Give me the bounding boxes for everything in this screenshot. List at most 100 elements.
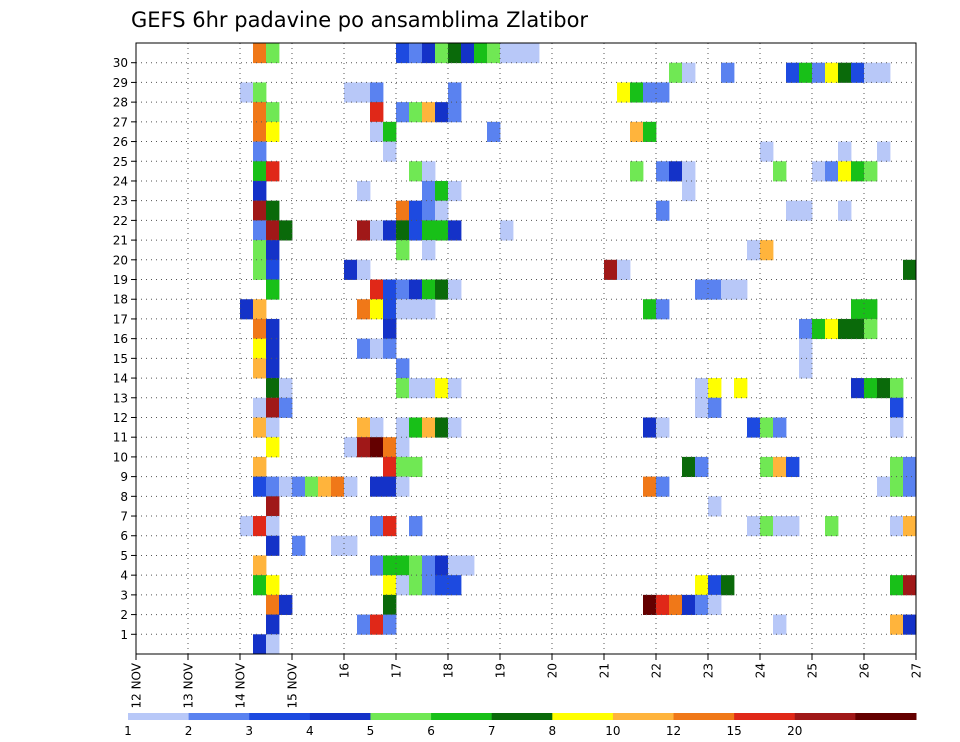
x-tick-label: 14 NOV (234, 662, 248, 708)
heatmap-cell (357, 180, 371, 202)
y-tick-label: 16 (113, 332, 128, 346)
colorbar-swatch (673, 713, 735, 720)
heatmap-cell (812, 62, 826, 83)
y-tick-label: 11 (113, 431, 128, 445)
heatmap-cell (734, 378, 748, 399)
grid-lines (136, 43, 916, 654)
heatmap-cell (448, 417, 462, 438)
heatmap-cell (812, 318, 826, 340)
heatmap-cell (279, 378, 293, 399)
heatmap-cell (695, 397, 709, 418)
x-tick-label: 26 (858, 663, 872, 678)
y-tick-label: 13 (113, 391, 128, 405)
heatmap-cell (435, 200, 449, 221)
heatmap-cell (487, 121, 501, 142)
heatmap-cell (253, 141, 267, 162)
heatmap-cell (305, 476, 319, 497)
y-tick-label: 2 (120, 608, 128, 622)
heatmap-cell (396, 555, 410, 576)
heatmap-cell (890, 516, 904, 537)
heatmap-cell (448, 378, 462, 399)
heatmap-cell (253, 180, 267, 202)
colorbar-swatch (309, 713, 371, 720)
heatmap-cell (409, 43, 423, 64)
heatmap-cell (292, 535, 306, 556)
y-tick-label: 9 (120, 470, 128, 484)
heatmap-cell (695, 575, 709, 596)
heatmap-cell (877, 476, 891, 497)
heatmap-cell (253, 575, 267, 596)
heatmap-cell (409, 200, 423, 221)
x-tick-label: 12 NOV (130, 662, 144, 708)
heatmap-cell (266, 516, 280, 537)
heatmap-cell (266, 279, 280, 300)
x-tick-label: 24 (754, 663, 768, 678)
heatmap-cell (331, 535, 345, 556)
heatmap-cell (851, 299, 865, 320)
heatmap-cell (890, 476, 904, 497)
heatmap-cell (890, 378, 904, 399)
heatmap-cell (266, 575, 280, 596)
heatmap-cell (825, 62, 839, 83)
heatmap-cell (383, 220, 397, 241)
colorbar-swatch (128, 713, 190, 720)
chart-title: GEFS 6hr padavine po ansamblima Zlatibor (131, 8, 588, 32)
heatmap-cell (435, 575, 449, 596)
heatmap-cell (383, 555, 397, 576)
y-tick-label: 15 (113, 352, 128, 366)
heatmap-cell (396, 456, 410, 478)
heatmap-cell (643, 299, 657, 320)
heatmap-cell (708, 378, 722, 399)
heatmap-cell (435, 279, 449, 300)
heatmap-cell (500, 43, 514, 64)
heatmap-cell (721, 279, 735, 300)
heatmap-cell (422, 220, 436, 241)
heatmap-cell (877, 378, 891, 399)
heatmap-cell (344, 535, 358, 556)
heatmap-cell (656, 82, 670, 103)
heatmap-cell (266, 200, 280, 221)
y-tick-label: 27 (113, 115, 128, 129)
heatmap-cell (370, 279, 384, 300)
heatmap-cell (786, 62, 800, 83)
heatmap-cell (851, 62, 865, 83)
colorbar-swatch (794, 713, 856, 720)
heatmap-cell (383, 121, 397, 142)
heatmap-cell (240, 299, 254, 320)
heatmap-cell (604, 259, 618, 280)
heatmap-cell (461, 555, 475, 576)
heatmap-cell (253, 358, 267, 379)
heatmap-cell (383, 594, 397, 615)
y-tick-label: 4 (120, 569, 128, 583)
heatmap-cell (695, 279, 709, 300)
y-tick-label: 26 (113, 135, 128, 149)
colorbar-level-label: 10 (605, 724, 620, 738)
heatmap-cell (903, 476, 917, 497)
heatmap-cell (682, 161, 696, 182)
x-tick-label: 16 (338, 663, 352, 678)
heatmap-cell (760, 417, 774, 438)
heatmap-cell (708, 575, 722, 596)
heatmap-cell (422, 240, 436, 261)
heatmap-cell (266, 259, 280, 280)
x-axis: 12 NOV 13 NOV 14 NOV 15 NOV 16 17 18 19 20 21 22 23… (130, 654, 924, 709)
heatmap-cell (448, 279, 462, 300)
heatmap-cell (422, 279, 436, 300)
heatmap-cell (513, 43, 527, 64)
heatmap-cell (409, 161, 423, 182)
heatmap-cell (266, 634, 280, 655)
heatmap-cell (435, 43, 449, 64)
heatmap-cell (279, 594, 293, 615)
y-tick-label: 22 (113, 214, 128, 228)
heatmap-cell (266, 614, 280, 635)
heatmap-cell (422, 102, 436, 123)
heatmap-cell (435, 220, 449, 241)
heatmap-cell (864, 378, 878, 399)
y-tick-label: 18 (113, 293, 128, 307)
x-tick-label: 13 NOV (182, 662, 196, 708)
heatmap-cell (448, 102, 462, 123)
heatmap-cell (409, 102, 423, 123)
heatmap-cell (253, 121, 267, 142)
heatmap-cell (396, 417, 410, 438)
